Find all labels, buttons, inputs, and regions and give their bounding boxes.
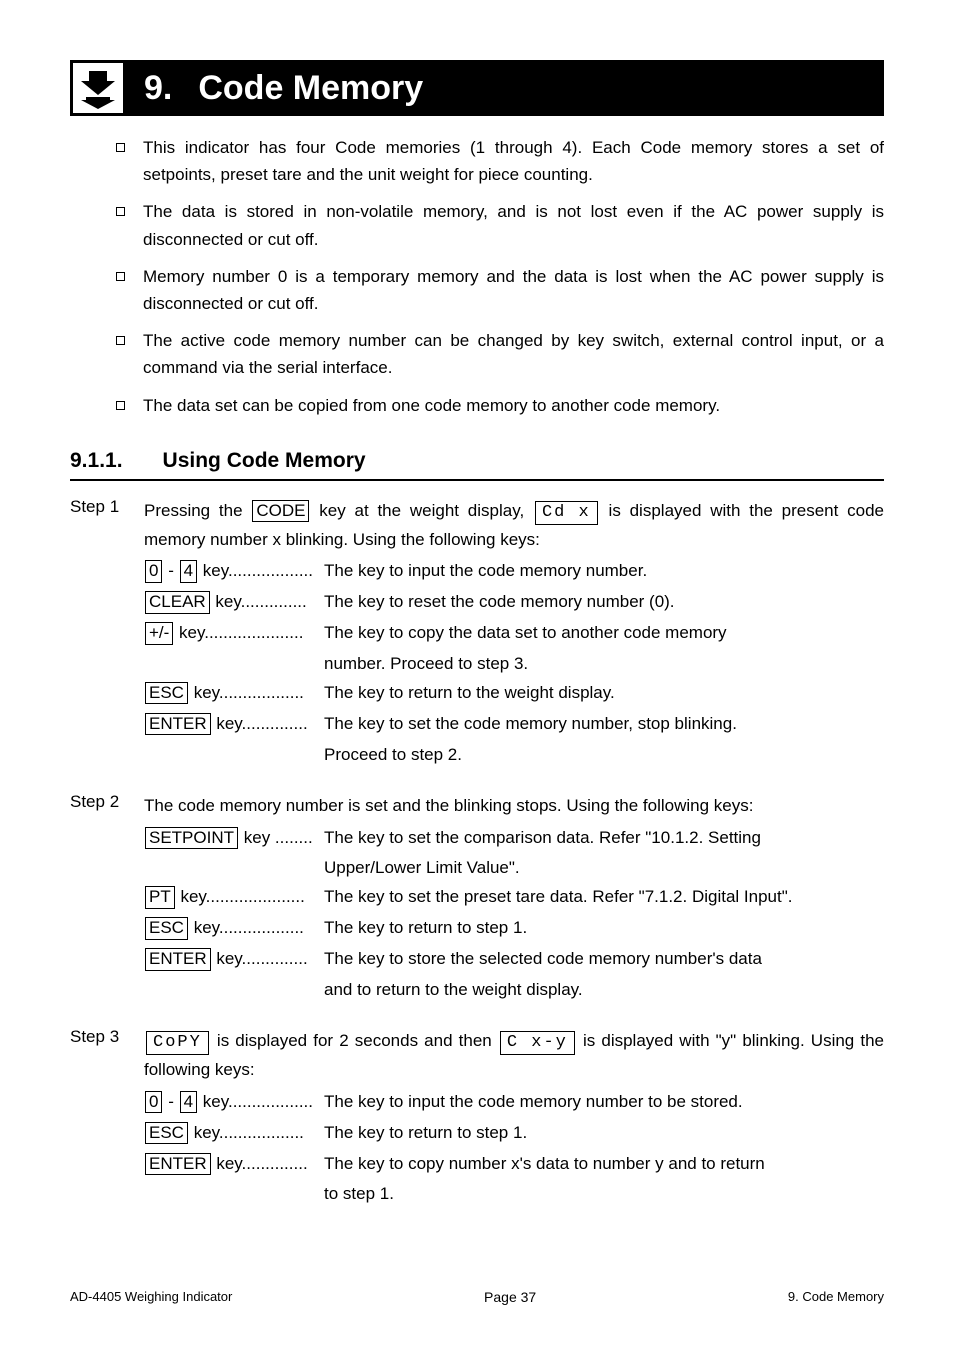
section-number: 9.1.1. — [70, 449, 123, 473]
section-header: 9.1.1. Using Code Memory — [70, 449, 884, 481]
display-copy: CoPY — [146, 1031, 209, 1055]
key-0: 0 — [145, 1091, 162, 1113]
display-c-xy: C x-y — [500, 1031, 575, 1055]
key-desc: The key to reset the code memory number … — [324, 588, 884, 617]
key-0: 0 — [145, 560, 162, 582]
key-line: ENTER key.............. The key to copy … — [144, 1150, 884, 1179]
step-2: Step 2 The code memory number is set and… — [70, 792, 884, 1005]
bullet-marker — [116, 272, 125, 281]
step-content: CoPY is displayed for 2 seconds and then… — [144, 1027, 884, 1209]
bullet-item: The data set can be copied from one code… — [116, 392, 884, 419]
bullet-item: This indicator has four Code memories (1… — [116, 134, 884, 188]
key-desc: The key to copy the data set to another … — [324, 619, 884, 648]
intro-bullet-list: This indicator has four Code memories (1… — [116, 134, 884, 419]
key-desc-cont: Proceed to step 2. — [324, 741, 884, 770]
key-line: 0 - 4 key.................. The key to i… — [144, 1088, 884, 1117]
chapter-header: 9. Code Memory — [70, 60, 884, 116]
key-desc: The key to set the preset tare data. Ref… — [324, 883, 884, 912]
key-desc: The key to return to step 1. — [324, 1119, 884, 1148]
key-desc: The key to set the comparison data. Refe… — [324, 824, 884, 853]
bullet-text: Memory number 0 is a temporary memory an… — [143, 263, 884, 317]
bullet-text: The active code memory number can be cha… — [143, 327, 884, 381]
bullet-marker — [116, 401, 125, 410]
code-key: CODE — [252, 500, 309, 522]
bullet-text: The data is stored in non-volatile memor… — [143, 198, 884, 252]
bullet-text: This indicator has four Code memories (1… — [143, 134, 884, 188]
section-title: Using Code Memory — [163, 449, 366, 473]
key-desc-cont: Upper/Lower Limit Value". — [324, 854, 884, 883]
key-line: SETPOINT key ........ The key to set the… — [144, 824, 884, 853]
key-enter: ENTER — [145, 713, 211, 735]
key-enter: ENTER — [145, 1153, 211, 1175]
footer-left: AD-4405 Weighing Indicator — [70, 1289, 232, 1305]
bullet-text: The data set can be copied from one code… — [143, 392, 884, 419]
step-1: Step 1 Pressing the CODE key at the weig… — [70, 497, 884, 770]
footer-center: Page 37 — [484, 1289, 536, 1305]
key-4: 4 — [180, 560, 197, 582]
page-footer: AD-4405 Weighing Indicator Page 37 9. Co… — [70, 1289, 884, 1305]
bullet-item: The active code memory number can be cha… — [116, 327, 884, 381]
key-desc: The key to return to the weight display. — [324, 679, 884, 708]
step-label: Step 1 — [70, 497, 144, 770]
bullet-item: Memory number 0 is a temporary memory an… — [116, 263, 884, 317]
key-pt: PT — [145, 886, 175, 908]
key-line: PT key..................... The key to s… — [144, 883, 884, 912]
key-line: +/- key..................... The key to … — [144, 619, 884, 648]
key-plusminus: +/- — [145, 622, 173, 644]
key-esc: ESC — [145, 1122, 188, 1144]
step-intro: CoPY is displayed for 2 seconds and then… — [144, 1027, 884, 1085]
download-arrows-icon — [77, 67, 119, 109]
footer-right: 9. Code Memory — [788, 1289, 884, 1305]
key-desc: The key to input the code memory number. — [324, 557, 884, 586]
key-clear: CLEAR — [145, 591, 210, 613]
key-line: ESC key.................. The key to ret… — [144, 914, 884, 943]
key-line: ENTER key.............. The key to set t… — [144, 710, 884, 739]
key-desc-cont: number. Proceed to step 3. — [324, 650, 884, 679]
step-intro: Pressing the CODE key at the weight disp… — [144, 497, 884, 555]
key-desc: The key to input the code memory number … — [324, 1088, 884, 1117]
key-enter: ENTER — [145, 948, 211, 970]
key-desc: The key to store the selected code memor… — [324, 945, 884, 974]
chapter-icon-box — [70, 60, 126, 116]
key-desc-cont: to step 1. — [324, 1180, 884, 1209]
key-desc: The key to return to step 1. — [324, 914, 884, 943]
step-label: Step 3 — [70, 1027, 144, 1209]
bullet-item: The data is stored in non-volatile memor… — [116, 198, 884, 252]
key-desc: The key to set the code memory number, s… — [324, 710, 884, 739]
key-line: ESC key.................. The key to ret… — [144, 1119, 884, 1148]
step-content: Pressing the CODE key at the weight disp… — [144, 497, 884, 770]
chapter-number: 9. — [144, 69, 172, 108]
step-intro: The code memory number is set and the bl… — [144, 792, 884, 821]
step-content: The code memory number is set and the bl… — [144, 792, 884, 1005]
key-esc: ESC — [145, 917, 188, 939]
display-cd-x: Cd x — [535, 501, 598, 525]
step-3: Step 3 CoPY is displayed for 2 seconds a… — [70, 1027, 884, 1209]
key-line: 0 - 4 key.................. The key to i… — [144, 557, 884, 586]
chapter-title-bar: 9. Code Memory — [126, 60, 884, 116]
key-line: CLEAR key.............. The key to reset… — [144, 588, 884, 617]
key-esc: ESC — [145, 682, 188, 704]
chapter-title: Code Memory — [198, 69, 423, 108]
key-setpoint: SETPOINT — [145, 827, 238, 849]
key-4: 4 — [180, 1091, 197, 1113]
bullet-marker — [116, 207, 125, 216]
key-desc-cont: and to return to the weight display. — [324, 976, 884, 1005]
key-desc: The key to copy number x's data to numbe… — [324, 1150, 884, 1179]
bullet-marker — [116, 143, 125, 152]
step-label: Step 2 — [70, 792, 144, 1005]
key-line: ENTER key.............. The key to store… — [144, 945, 884, 974]
bullet-marker — [116, 336, 125, 345]
key-line: ESC key.................. The key to ret… — [144, 679, 884, 708]
